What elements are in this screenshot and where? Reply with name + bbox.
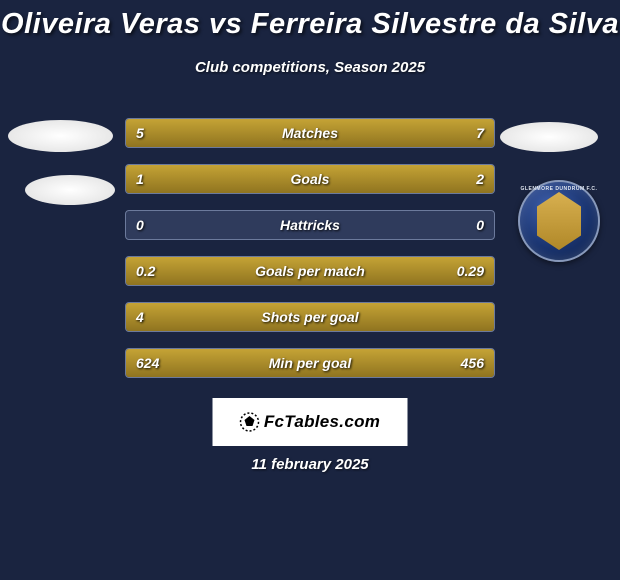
fctables-logo-icon: [240, 412, 260, 432]
stat-value-right: 2: [476, 165, 484, 193]
stats-container: 5 Matches 7 1 Goals 2 0 Hattricks 0 0.2 …: [0, 118, 620, 394]
stat-label: Goals: [126, 165, 494, 193]
stat-label: Hattricks: [126, 211, 494, 239]
fctables-watermark: FcTables.com: [213, 398, 408, 446]
stat-row-hattricks: 0 Hattricks 0: [125, 210, 495, 240]
stat-row-min-per-goal: 624 Min per goal 456: [125, 348, 495, 378]
stat-value-right: 456: [461, 349, 484, 377]
subtitle: Club competitions, Season 2025: [0, 59, 620, 76]
stat-row-shots-per-goal: 4 Shots per goal: [125, 302, 495, 332]
fctables-text: FcTables.com: [264, 412, 380, 432]
stat-value-right: 0.29: [457, 257, 484, 285]
stat-row-matches: 5 Matches 7: [125, 118, 495, 148]
stat-row-goals: 1 Goals 2: [125, 164, 495, 194]
stat-value-right: 7: [476, 119, 484, 147]
stat-label: Shots per goal: [126, 303, 494, 331]
stat-value-right: 0: [476, 211, 484, 239]
stat-label: Goals per match: [126, 257, 494, 285]
page-title: Oliveira Veras vs Ferreira Silvestre da …: [0, 0, 620, 41]
stat-label: Matches: [126, 119, 494, 147]
stat-label: Min per goal: [126, 349, 494, 377]
date-label: 11 february 2025: [0, 456, 620, 473]
stat-row-goals-per-match: 0.2 Goals per match 0.29: [125, 256, 495, 286]
